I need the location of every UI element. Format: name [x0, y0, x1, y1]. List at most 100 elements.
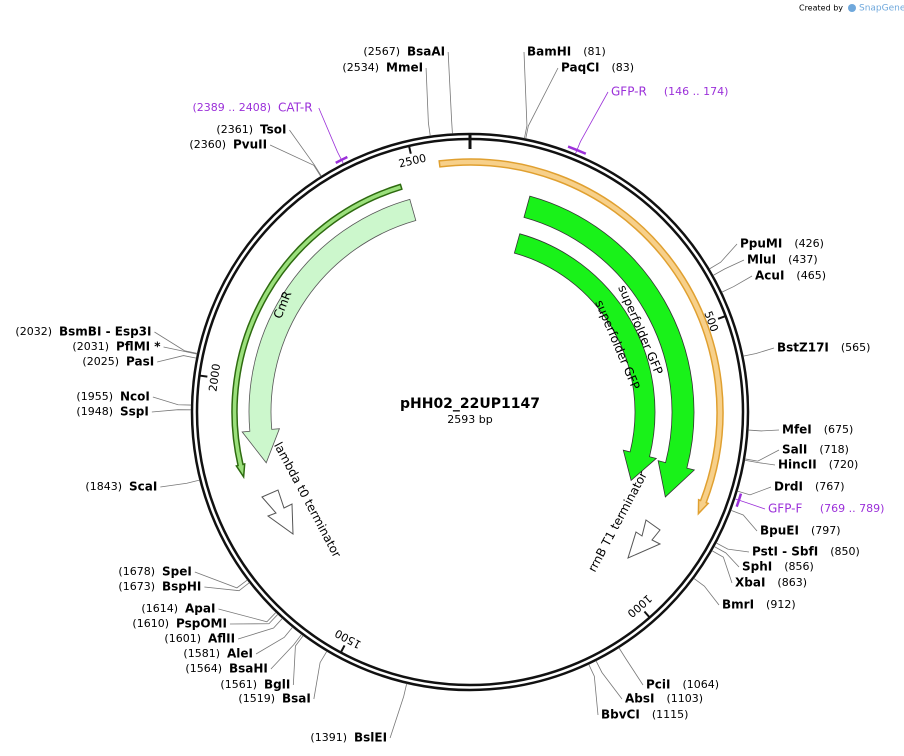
site-position: (797): [811, 524, 841, 537]
site-position: (1391): [310, 731, 347, 744]
leader-line: [743, 347, 775, 357]
terminator-arrow: [627, 519, 662, 559]
site-position: (565): [841, 341, 871, 354]
site-position: (1614): [141, 602, 178, 615]
ruler-tick: [339, 644, 346, 653]
feature-label: lambda t0 terminator: [271, 440, 344, 560]
site-name: BmrI: [722, 598, 754, 612]
site-name: PstI - SbfI: [752, 545, 818, 559]
site-name: BsmBI - Esp3I: [59, 325, 151, 339]
site-position: (1103): [666, 692, 703, 705]
leader-line: [713, 259, 745, 276]
leader-line: [292, 635, 304, 686]
site-name: MluI: [747, 253, 776, 267]
site-position: (675): [824, 423, 854, 436]
site-position: (1843): [85, 480, 122, 493]
terminator-arrow: [261, 489, 294, 536]
leader-line: [425, 67, 431, 136]
site-name: ScaI: [129, 480, 157, 494]
site-position: (720): [829, 458, 859, 471]
site-name: BstZ17I: [777, 341, 829, 355]
ruler-label: 1500: [333, 626, 364, 651]
site-position: (465): [796, 269, 826, 282]
site-name: PciI: [646, 678, 671, 692]
leader-line: [734, 498, 766, 510]
site-position: (2032): [15, 325, 52, 338]
leader-line: [618, 647, 644, 686]
site-name: MfeI: [782, 423, 812, 437]
site-name: XbaI: [735, 576, 765, 590]
watermark-logo: [848, 4, 856, 12]
site-name: SphI: [742, 560, 772, 574]
leader-line: [575, 91, 609, 154]
site-name: BslEI: [354, 731, 387, 745]
site-name: DrdI: [774, 480, 803, 494]
site-position: (146 .. 174): [664, 85, 729, 98]
site-position: (1601): [164, 632, 201, 645]
gfp-arrow: [513, 233, 658, 482]
cmr-arrow: [241, 198, 417, 464]
leader-line: [525, 67, 559, 139]
site-position: (1610): [132, 617, 169, 630]
leader-line: [238, 618, 283, 640]
site-name: SalI: [782, 443, 807, 457]
site-position: (437): [788, 253, 818, 266]
leader-line: [154, 331, 198, 354]
leader-line: [447, 51, 453, 134]
site-position: (1955): [76, 390, 113, 403]
site-position: (1948): [76, 405, 113, 418]
ruler-tick: [199, 374, 208, 378]
site-position: (2361): [216, 123, 253, 136]
site-name: BsaAI: [407, 45, 445, 59]
leader-line: [269, 144, 322, 177]
leader-line: [744, 459, 776, 466]
leader-line: [711, 550, 733, 584]
site-name: PspOMI: [176, 617, 227, 631]
feature-label: rrnB T1 terminator: [585, 469, 650, 574]
site-position: (1678): [118, 565, 155, 578]
site-name: TsoI: [260, 123, 286, 137]
site-name: BsaI: [282, 692, 311, 706]
site-position: (856): [784, 560, 814, 573]
site-position: (2025): [82, 355, 119, 368]
leader-line: [714, 546, 740, 568]
backbone-inner: [195, 137, 745, 687]
outline-arc: [438, 158, 724, 516]
site-position: (83): [611, 61, 634, 74]
site-name: BspHI: [162, 580, 201, 594]
leader-line: [289, 129, 322, 177]
site-name: AbsI: [625, 692, 654, 706]
leader-line: [160, 479, 200, 488]
site-position: (1115): [652, 708, 689, 721]
leader-line: [595, 660, 623, 700]
site-name: AcuI: [755, 269, 784, 283]
watermark-prefix: Created by: [799, 4, 843, 13]
site-position: (81): [583, 45, 606, 58]
site-name: PaqCI: [561, 61, 599, 75]
leader-line: [157, 355, 197, 363]
site-name: HincII: [778, 458, 817, 472]
leader-line: [270, 634, 302, 670]
outline-arc: [231, 183, 403, 480]
site-name: SpeI: [162, 565, 192, 579]
site-name: AflII: [208, 632, 235, 646]
site-name: BsaHI: [229, 662, 268, 676]
site-position: (1673): [118, 580, 155, 593]
leader-line: [737, 486, 772, 496]
site-position: (426): [794, 237, 824, 250]
leader-line: [229, 614, 279, 625]
ruler-tick: [408, 145, 412, 154]
leader-line: [255, 627, 293, 655]
site-position: (2534): [342, 61, 379, 74]
site-position: (1564): [185, 662, 222, 675]
ruler-label: 2000: [206, 363, 223, 392]
site-position: (2389 .. 2408): [192, 101, 271, 114]
site-name: BbvCI: [601, 708, 640, 722]
ruler-tick: [717, 315, 726, 320]
leader-line: [318, 107, 344, 164]
site-position: (1064): [683, 678, 720, 691]
features: [151, 51, 780, 739]
site-name: PasI: [126, 355, 154, 369]
